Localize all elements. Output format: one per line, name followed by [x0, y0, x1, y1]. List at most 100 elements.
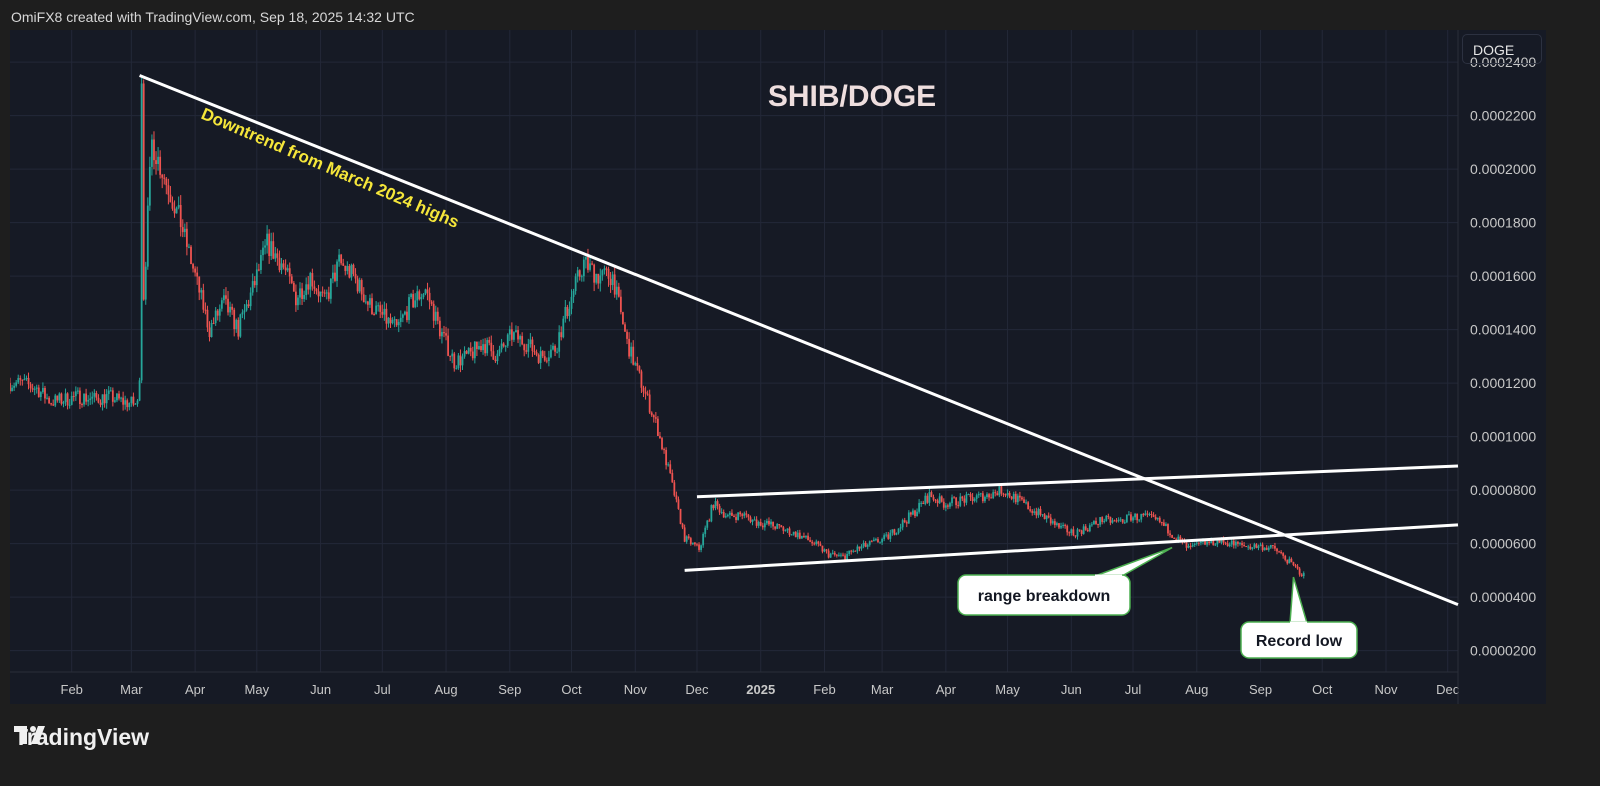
candle-body: [455, 368, 458, 370]
candle-body: [482, 344, 484, 351]
candle-body: [334, 272, 336, 281]
candle-body: [739, 512, 742, 515]
candle-body: [691, 542, 694, 545]
x-tick-label: Nov: [624, 682, 648, 697]
candle-body: [177, 204, 180, 208]
candle-body: [255, 269, 258, 286]
candle-body: [675, 495, 678, 500]
candle-body: [1167, 524, 1169, 534]
candle-body: [1115, 520, 1118, 522]
candle-body: [840, 554, 842, 556]
candle-body: [613, 274, 616, 295]
x-tick-label: Nov: [1374, 682, 1398, 697]
candle-body: [1199, 541, 1202, 543]
candle-body: [669, 464, 672, 473]
candle-body: [1119, 519, 1122, 521]
candle-body: [679, 508, 682, 524]
candle-body: [661, 438, 663, 450]
candle-body: [1010, 496, 1013, 499]
candle-body: [942, 501, 945, 508]
x-tick-label: Apr: [936, 682, 957, 697]
candle-body: [597, 273, 600, 284]
candle-body: [654, 417, 657, 419]
candle-body: [628, 338, 631, 357]
candle-body: [192, 264, 194, 269]
candle-body: [142, 83, 145, 300]
candle-body: [587, 257, 589, 270]
candle-body: [947, 505, 949, 507]
candle-body: [554, 345, 556, 352]
candle-body: [465, 351, 468, 354]
candle-body: [270, 241, 273, 257]
candle-body: [459, 355, 462, 366]
candle-body: [640, 371, 643, 388]
candle-body: [167, 185, 170, 195]
candle-body: [1234, 541, 1237, 546]
candle-body: [257, 269, 260, 271]
candle-body: [1035, 511, 1038, 516]
price-chart[interactable]: 0.0002400 0.0002200 0.0002000 0.0001800 0.00…: [10, 30, 1546, 704]
candle-body: [10, 383, 11, 392]
candle-body: [800, 535, 803, 539]
candle-body: [844, 555, 846, 560]
candle-body: [231, 306, 234, 310]
candle-body: [1177, 536, 1180, 540]
candle-body: [1162, 522, 1165, 526]
candle-body: [659, 435, 661, 439]
candle-body: [438, 320, 441, 337]
x-tick-label: Aug: [1185, 682, 1208, 697]
candle-body: [1132, 517, 1134, 521]
candle-body: [866, 544, 869, 547]
candle-body: [480, 346, 482, 351]
candle-body: [247, 304, 250, 307]
candle-body: [605, 268, 608, 270]
candle-body: [1204, 540, 1206, 545]
candle-body: [132, 396, 135, 405]
candle-body: [321, 291, 324, 293]
candle-body: [155, 160, 157, 165]
candle-body: [788, 528, 791, 535]
candle-body: [1088, 525, 1091, 532]
tradingview-logo[interactable]: TradingView: [14, 724, 149, 751]
candle-body: [609, 278, 612, 286]
candle-body: [1232, 540, 1235, 546]
x-tick-label: Mar: [871, 682, 894, 697]
candle-body: [292, 282, 295, 292]
chart-area[interactable]: 0.0002400 0.0002200 0.0002000 0.0001800 0.00…: [10, 30, 1546, 704]
candle-body: [504, 345, 507, 347]
candle-body: [383, 308, 386, 315]
candle-body: [492, 351, 495, 360]
trendline-downtrend: [139, 74, 1459, 606]
candle-body: [1039, 508, 1042, 515]
candle-body: [35, 387, 38, 389]
candle-body: [79, 390, 81, 405]
candle-body: [48, 397, 50, 404]
candle-body: [994, 492, 997, 494]
candle-body: [33, 388, 36, 390]
candle-body: [165, 178, 168, 186]
candle-body: [1290, 558, 1293, 563]
candle-body: [264, 245, 266, 248]
candle-body: [408, 297, 410, 321]
candle-body: [1058, 523, 1060, 528]
y-tick-label: 0.0000200: [1470, 643, 1536, 659]
candle-body: [885, 534, 888, 536]
tradingview-logo-icon: [14, 726, 45, 744]
symbol-badge[interactable]: DOGE: [1462, 34, 1542, 64]
candle-body: [899, 527, 902, 529]
candle-body: [889, 532, 892, 539]
candle-body: [391, 319, 394, 324]
candle-body: [1292, 562, 1295, 566]
candle-body: [1296, 566, 1299, 569]
x-tick-label: Aug: [434, 682, 457, 697]
candle-body: [344, 265, 347, 271]
candle-body: [722, 511, 725, 518]
candle-body: [868, 541, 871, 545]
candle-body: [1224, 542, 1227, 544]
candle-body: [803, 535, 805, 538]
candle-body: [15, 382, 18, 386]
candle-body: [74, 391, 77, 397]
candle-body: [784, 530, 787, 532]
candle-body: [698, 544, 700, 550]
candle-body: [494, 359, 497, 362]
